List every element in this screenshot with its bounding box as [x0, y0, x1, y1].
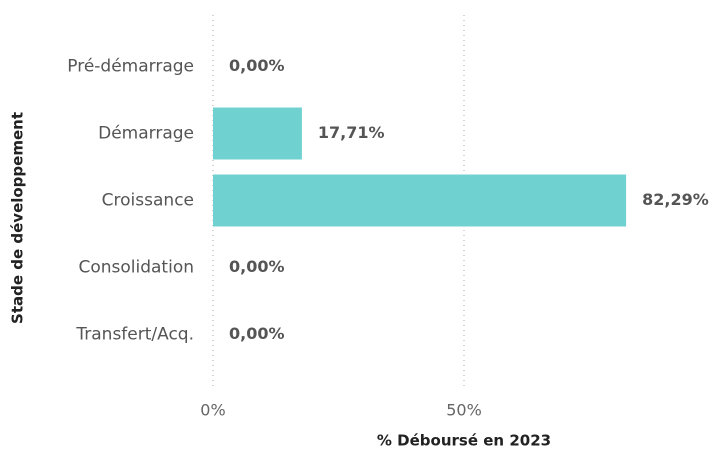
- value-label: 0,00%: [229, 56, 285, 75]
- value-label: 17,71%: [318, 123, 385, 142]
- y-tick-label: Transfert/Acq.: [75, 325, 194, 345]
- y-tick-label: Consolidation: [78, 258, 194, 278]
- x-axis-title: % Déboursé en 2023: [377, 432, 551, 450]
- value-label: 82,29%: [642, 190, 709, 209]
- bar: [213, 107, 302, 160]
- x-tick-label: 50%: [446, 401, 482, 420]
- x-tick-label: 0%: [200, 401, 225, 420]
- y-tick-label: Croissance: [102, 191, 194, 211]
- y-axis-title: Stade de développement: [9, 112, 27, 324]
- y-tick-label: Pré-démarrage: [67, 57, 194, 77]
- value-label: 0,00%: [229, 324, 285, 343]
- bar: [213, 174, 627, 227]
- value-label: 0,00%: [229, 257, 285, 276]
- y-tick-label: Démarrage: [98, 124, 194, 144]
